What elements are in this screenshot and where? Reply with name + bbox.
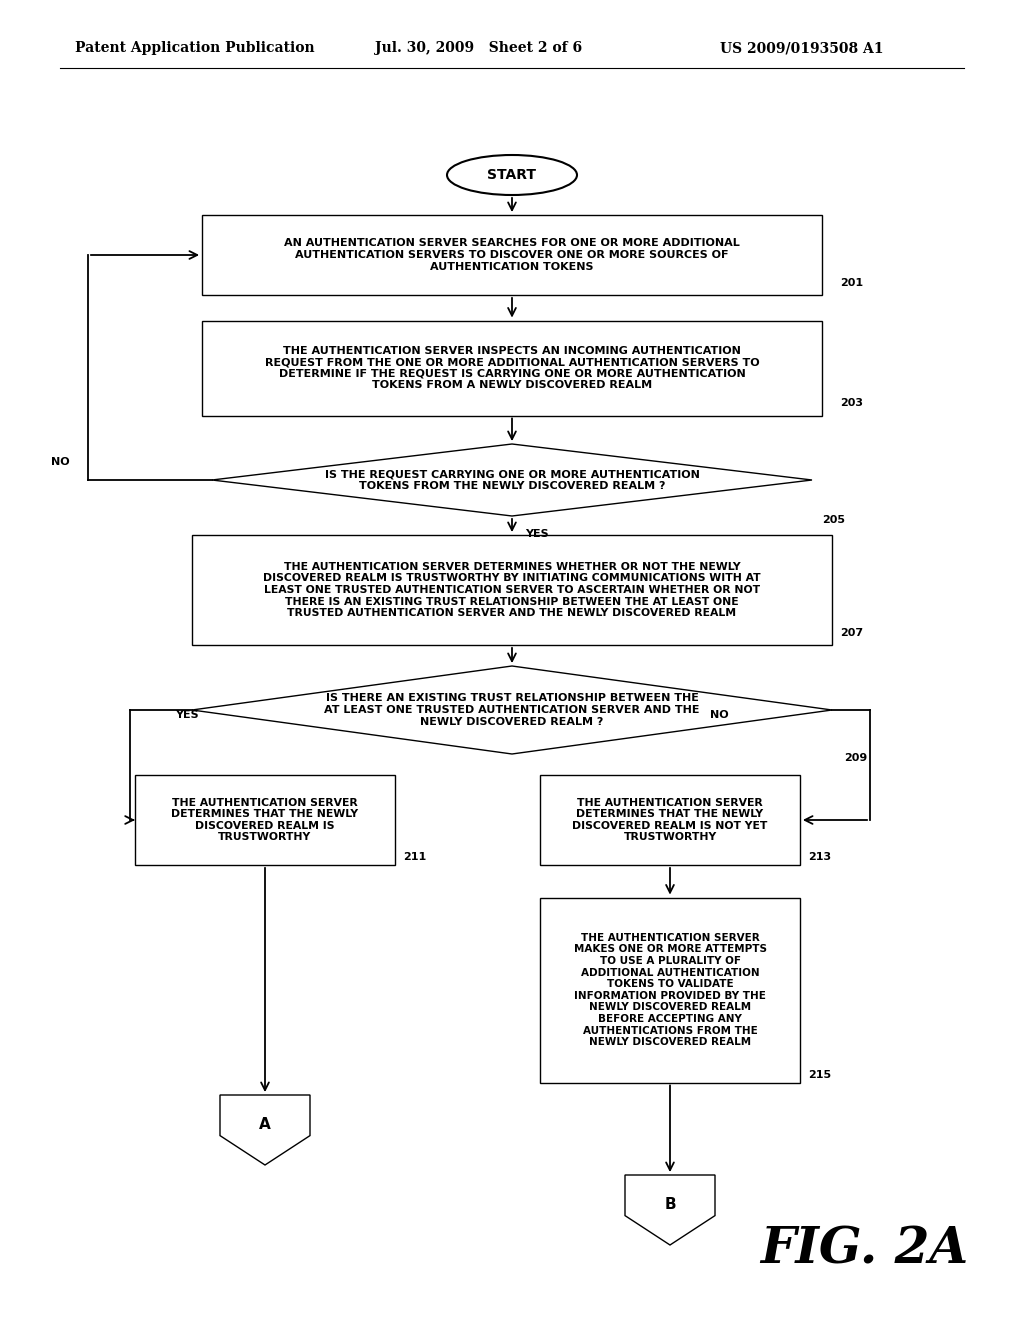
Text: 203: 203 [840, 399, 863, 408]
Ellipse shape [447, 154, 577, 195]
Text: A: A [259, 1117, 271, 1133]
Polygon shape [193, 667, 831, 754]
Text: 209: 209 [844, 752, 867, 763]
Text: NO: NO [710, 710, 729, 719]
Text: Patent Application Publication: Patent Application Publication [75, 41, 314, 55]
Text: FIG. 2A: FIG. 2A [760, 1225, 968, 1275]
Bar [540, 898, 800, 1082]
Text: THE AUTHENTICATION SERVER INSPECTS AN INCOMING AUTHENTICATION
REQUEST FROM THE O: THE AUTHENTICATION SERVER INSPECTS AN IN… [264, 346, 760, 391]
Text: THE AUTHENTICATION SERVER
DETERMINES THAT THE NEWLY
DISCOVERED REALM IS
TRUSTWOR: THE AUTHENTICATION SERVER DETERMINES THA… [171, 797, 358, 842]
Text: 215: 215 [808, 1069, 831, 1080]
Text: YES: YES [175, 710, 199, 719]
Text: AN AUTHENTICATION SERVER SEARCHES FOR ONE OR MORE ADDITIONAL
AUTHENTICATION SERV: AN AUTHENTICATION SERVER SEARCHES FOR ON… [284, 239, 740, 272]
Polygon shape [625, 1175, 715, 1245]
Text: 207: 207 [840, 628, 863, 638]
Text: 211: 211 [403, 851, 426, 862]
Text: IS THE REQUEST CARRYING ONE OR MORE AUTHENTICATION
TOKENS FROM THE NEWLY DISCOVE: IS THE REQUEST CARRYING ONE OR MORE AUTH… [325, 469, 699, 491]
Text: IS THERE AN EXISTING TRUST RELATIONSHIP BETWEEN THE
AT LEAST ONE TRUSTED AUTHENT: IS THERE AN EXISTING TRUST RELATIONSHIP … [325, 693, 699, 726]
Text: Jul. 30, 2009   Sheet 2 of 6: Jul. 30, 2009 Sheet 2 of 6 [375, 41, 582, 55]
Text: 213: 213 [808, 851, 831, 862]
Text: 205: 205 [822, 515, 845, 525]
Text: THE AUTHENTICATION SERVER
MAKES ONE OR MORE ATTEMPTS
TO USE A PLURALITY OF
ADDIT: THE AUTHENTICATION SERVER MAKES ONE OR M… [573, 933, 767, 1047]
Text: YES: YES [525, 529, 549, 539]
Text: B: B [665, 1197, 676, 1212]
Text: THE AUTHENTICATION SERVER
DETERMINES THAT THE NEWLY
DISCOVERED REALM IS NOT YET
: THE AUTHENTICATION SERVER DETERMINES THA… [572, 797, 768, 842]
Text: NO: NO [51, 457, 70, 467]
Bar [202, 321, 822, 416]
Bar [135, 775, 395, 865]
Bar [202, 215, 822, 294]
Text: US 2009/0193508 A1: US 2009/0193508 A1 [720, 41, 884, 55]
Text: START: START [487, 168, 537, 182]
Text: THE AUTHENTICATION SERVER DETERMINES WHETHER OR NOT THE NEWLY
DISCOVERED REALM I: THE AUTHENTICATION SERVER DETERMINES WHE… [263, 562, 761, 618]
Text: 201: 201 [840, 279, 863, 288]
Polygon shape [220, 1096, 310, 1166]
Polygon shape [212, 444, 812, 516]
Bar [193, 535, 831, 645]
Bar [540, 775, 800, 865]
